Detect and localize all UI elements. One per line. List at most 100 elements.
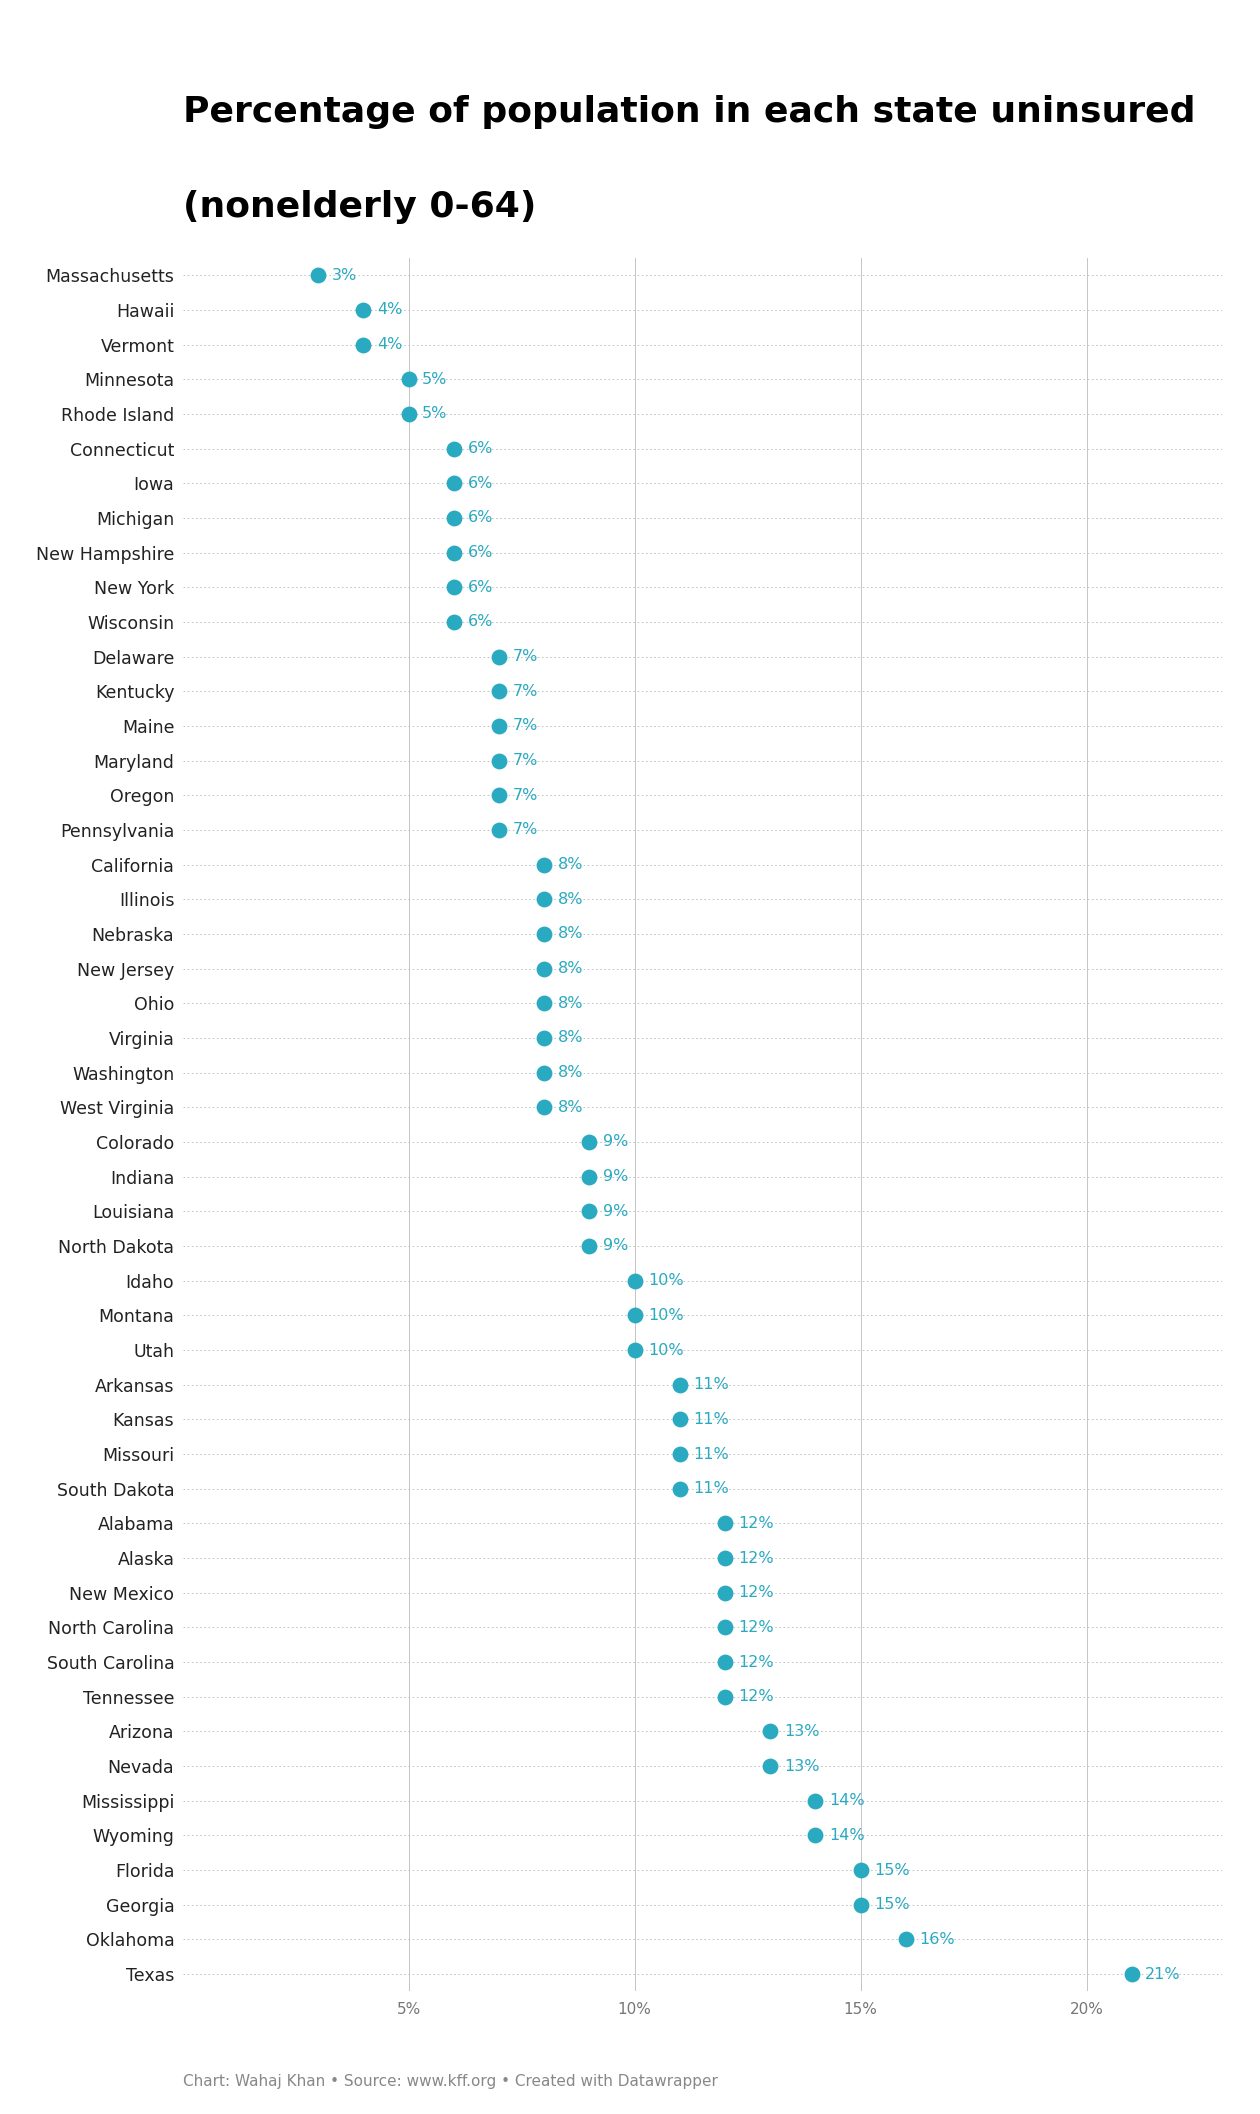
Text: 13%: 13% [784, 1723, 819, 1740]
Text: Chart: Wahaj Khan • Source: www.kff.org • Created with Datawrapper: Chart: Wahaj Khan • Source: www.kff.org … [183, 2074, 718, 2089]
Text: 7%: 7% [513, 719, 538, 734]
Text: (nonelderly 0-64): (nonelderly 0-64) [183, 190, 536, 224]
Point [805, 1784, 825, 1818]
Text: 8%: 8% [558, 1030, 583, 1046]
Text: 8%: 8% [558, 962, 583, 977]
Point [805, 1818, 825, 1852]
Text: 12%: 12% [738, 1550, 774, 1566]
Text: 5%: 5% [422, 406, 447, 421]
Point [670, 1402, 690, 1435]
Text: 6%: 6% [467, 442, 493, 457]
Text: 11%: 11% [693, 1446, 730, 1461]
Point [714, 1645, 735, 1679]
Text: Percentage of population in each state uninsured: Percentage of population in each state u… [183, 95, 1196, 129]
Text: 9%: 9% [604, 1169, 629, 1184]
Text: 6%: 6% [467, 615, 493, 630]
Point [760, 1748, 780, 1782]
Text: 12%: 12% [738, 1516, 774, 1531]
Text: 5%: 5% [422, 372, 447, 387]
Point [309, 258, 329, 292]
Point [760, 1714, 780, 1748]
Text: 12%: 12% [738, 1586, 774, 1600]
Point [670, 1471, 690, 1505]
Point [444, 535, 464, 569]
Text: 12%: 12% [738, 1689, 774, 1704]
Point [489, 778, 509, 812]
Text: 9%: 9% [604, 1135, 629, 1150]
Text: 10%: 10% [648, 1309, 684, 1323]
Text: 7%: 7% [513, 649, 538, 664]
Text: 10%: 10% [648, 1342, 684, 1357]
Text: 13%: 13% [784, 1759, 819, 1774]
Text: 8%: 8% [558, 1099, 583, 1114]
Point [534, 917, 554, 951]
Point [625, 1298, 645, 1332]
Text: 7%: 7% [513, 822, 538, 837]
Point [353, 328, 373, 361]
Point [444, 467, 464, 501]
Text: 11%: 11% [693, 1412, 730, 1427]
Text: 11%: 11% [693, 1482, 730, 1497]
Point [625, 1264, 645, 1298]
Point [714, 1681, 735, 1714]
Point [534, 951, 554, 985]
Point [534, 1091, 554, 1125]
Point [489, 814, 509, 848]
Text: 8%: 8% [558, 996, 583, 1010]
Text: 6%: 6% [467, 509, 493, 526]
Text: 7%: 7% [513, 789, 538, 803]
Point [353, 294, 373, 328]
Point [580, 1194, 600, 1228]
Point [489, 674, 509, 708]
Point [444, 431, 464, 465]
Text: 6%: 6% [467, 476, 493, 490]
Text: 8%: 8% [558, 926, 583, 941]
Text: 12%: 12% [738, 1655, 774, 1670]
Text: 3%: 3% [331, 268, 357, 283]
Text: 4%: 4% [377, 302, 402, 317]
Point [444, 571, 464, 605]
Text: 8%: 8% [558, 1065, 583, 1080]
Text: 15%: 15% [874, 1862, 910, 1877]
Point [534, 1021, 554, 1055]
Point [489, 744, 509, 778]
Point [670, 1438, 690, 1471]
Text: 7%: 7% [513, 683, 538, 700]
Text: 14%: 14% [829, 1829, 864, 1843]
Point [850, 1888, 871, 1922]
Text: 7%: 7% [513, 753, 538, 767]
Point [714, 1507, 735, 1541]
Text: 16%: 16% [920, 1932, 955, 1947]
Point [398, 361, 418, 395]
Point [534, 987, 554, 1021]
Point [625, 1334, 645, 1368]
Point [714, 1575, 735, 1609]
Point [850, 1854, 871, 1888]
Text: 12%: 12% [738, 1619, 774, 1634]
Text: 15%: 15% [874, 1896, 910, 1913]
Text: 14%: 14% [829, 1793, 864, 1807]
Point [534, 1055, 554, 1089]
Point [1121, 1958, 1142, 1991]
Text: 10%: 10% [648, 1273, 684, 1287]
Point [489, 708, 509, 742]
Text: 6%: 6% [467, 579, 493, 594]
Point [444, 605, 464, 638]
Point [670, 1368, 690, 1402]
Point [398, 397, 418, 431]
Point [489, 641, 509, 674]
Point [580, 1228, 600, 1262]
Text: 4%: 4% [377, 336, 402, 353]
Text: 8%: 8% [558, 856, 583, 873]
Point [714, 1541, 735, 1575]
Text: 21%: 21% [1145, 1966, 1181, 1981]
Text: 6%: 6% [467, 545, 493, 560]
Point [580, 1161, 600, 1194]
Point [714, 1611, 735, 1645]
Point [534, 848, 554, 882]
Point [896, 1922, 916, 1955]
Point [534, 882, 554, 915]
Point [444, 501, 464, 535]
Point [580, 1125, 600, 1158]
Text: 11%: 11% [693, 1376, 730, 1393]
